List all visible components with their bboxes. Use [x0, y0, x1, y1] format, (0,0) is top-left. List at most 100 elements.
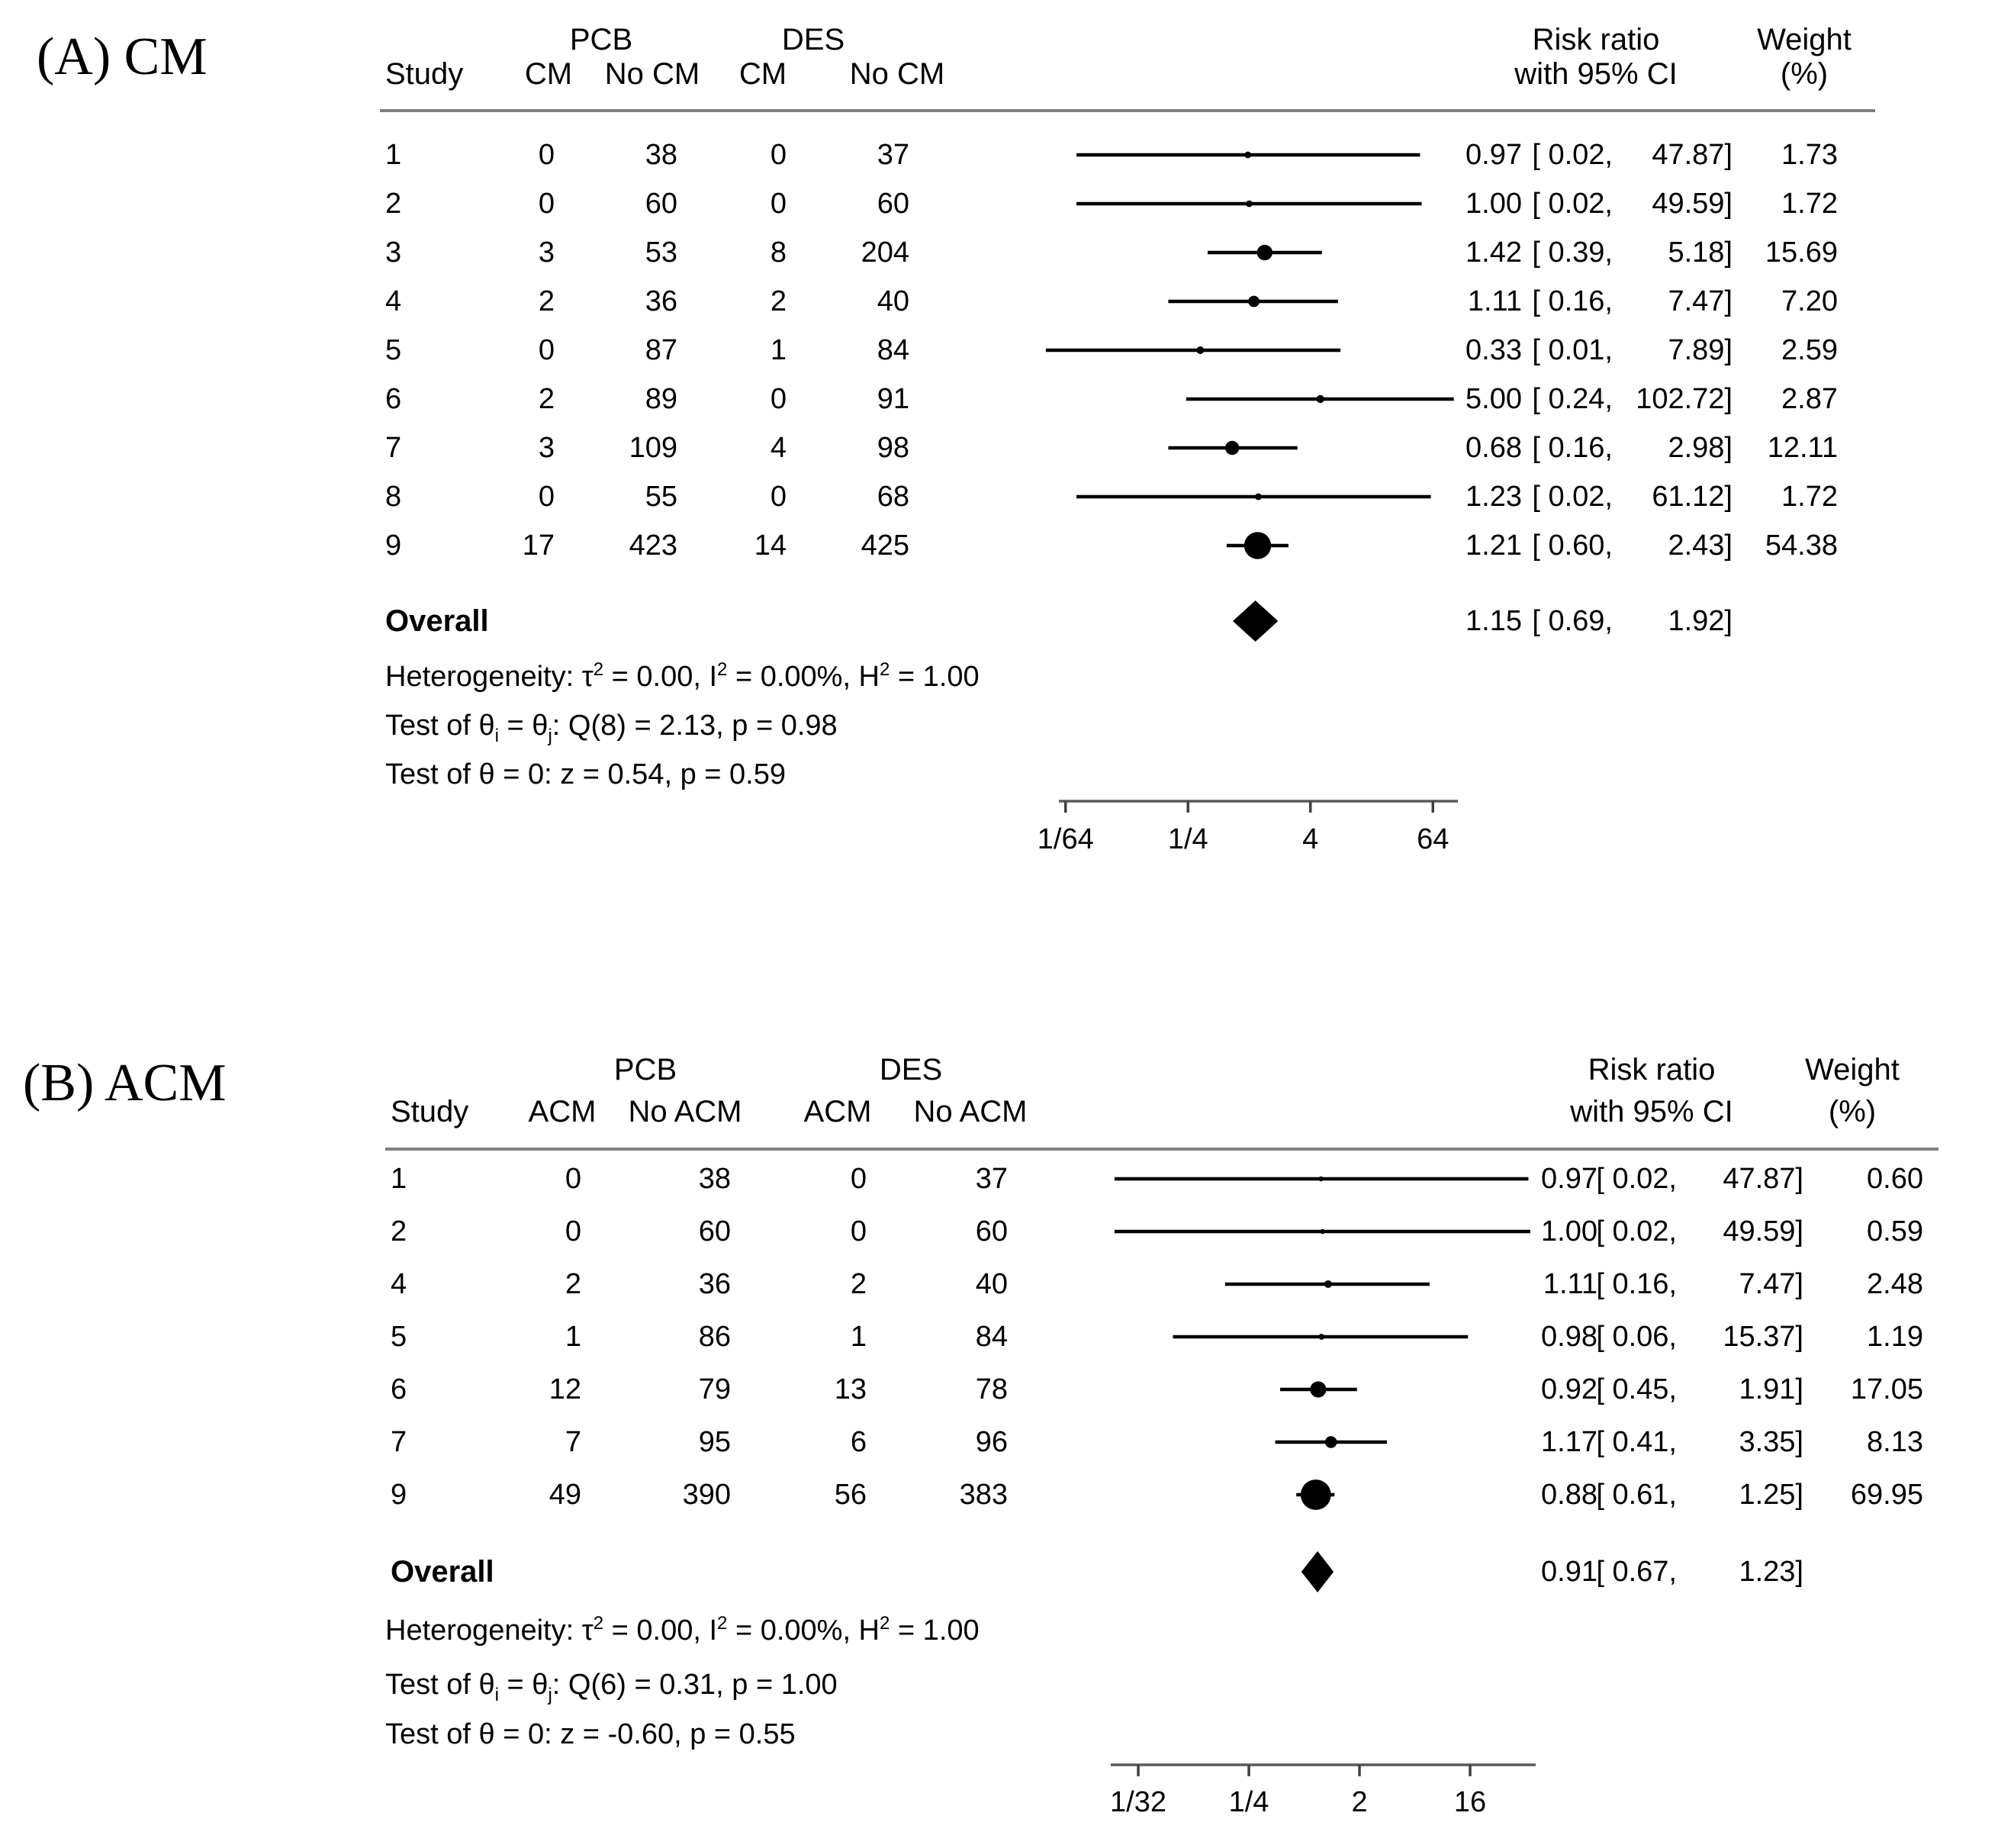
axis-tick-label: 1/4	[1228, 1786, 1269, 1818]
effect-dot	[1255, 493, 1262, 501]
rr-ci-high: 7.47]	[1739, 1268, 1803, 1300]
count-cell: 109	[629, 432, 677, 464]
study-id: 3	[385, 237, 402, 269]
count-cell: 98	[877, 432, 909, 464]
study-id: 4	[391, 1268, 407, 1300]
count-cell: 1	[770, 334, 787, 366]
rr-ci-high: 102.72]	[1636, 383, 1733, 415]
panel-a-header-rule	[380, 109, 1875, 112]
study-id: 6	[385, 383, 402, 415]
rr-ci-high: 2.43]	[1668, 530, 1733, 562]
count-cell: 68	[877, 481, 909, 513]
count-cell: 0	[850, 1215, 867, 1248]
count-cell: 56	[834, 1479, 867, 1511]
axis-tick-label: 1/32	[1110, 1786, 1167, 1818]
effect-dot	[1310, 1381, 1327, 1398]
count-cell: 55	[645, 481, 677, 513]
count-cell: 0	[565, 1163, 581, 1195]
study-id: 1	[391, 1163, 407, 1195]
note-text: Test of θ	[385, 1669, 495, 1701]
count-cell: 86	[698, 1321, 731, 1353]
note-line: Test of θi = θj: Q(8) = 2.13, p = 0.98	[385, 711, 838, 745]
count-cell: 0	[770, 188, 787, 220]
rr-ci-high: 3.35]	[1739, 1426, 1803, 1458]
study-id: 9	[391, 1479, 407, 1511]
effect-dot	[1316, 394, 1324, 404]
count-cell: 84	[877, 334, 909, 366]
rr-ci-low: [ 0.01,	[1532, 334, 1613, 366]
study-id: 9	[385, 530, 402, 562]
rr-ci-high: 47.87]	[1652, 139, 1733, 171]
axis-tick-label: 4	[1302, 823, 1319, 855]
panel-b-effect-header-1: Risk ratio	[1588, 1053, 1716, 1087]
count-cell: 13	[834, 1373, 867, 1405]
overall-diamond	[1233, 600, 1279, 642]
superscript: 2	[880, 1613, 890, 1634]
axis-tick-label: 1/4	[1167, 823, 1208, 855]
effect-dot	[1320, 1228, 1325, 1235]
rr-ci-low: [ 0.06,	[1596, 1321, 1677, 1353]
panel-b-weight-header-1: Weight	[1805, 1053, 1900, 1087]
rr-ci-low: [ 0.02,	[1596, 1215, 1677, 1248]
effect-dot	[1224, 440, 1240, 456]
axis-tick-label: 64	[1417, 823, 1449, 855]
count-cell: 78	[975, 1373, 1008, 1405]
superscript: 2	[717, 659, 728, 680]
note-line: Heterogeneity: τ2 = 0.00, I2 = 0.00%, H2…	[385, 659, 980, 692]
count-cell: 1	[565, 1321, 581, 1353]
count-cell: 36	[698, 1268, 731, 1300]
weight-cell: 1.19	[1867, 1321, 1923, 1353]
panel-a-overall-estimate: 1.15	[1466, 605, 1522, 637]
rr-ci-high: 49.59]	[1723, 1215, 1803, 1248]
superscript: 2	[593, 1613, 604, 1634]
count-cell: 0	[538, 188, 555, 220]
rr-estimate: 1.23	[1466, 481, 1522, 513]
panel-b-header-rule	[385, 1148, 1938, 1151]
panel-b-subcol-4: No ACM	[913, 1095, 1028, 1128]
count-cell: 6	[850, 1426, 867, 1458]
rr-ci-low: [ 0.02,	[1596, 1163, 1677, 1195]
count-cell: 12	[549, 1373, 581, 1405]
count-cell: 0	[770, 383, 787, 415]
rr-ci-low: [ 0.45,	[1596, 1373, 1677, 1405]
note-line: Test of θ = 0: z = 0.54, p = 0.59	[385, 760, 786, 789]
count-cell: 0	[770, 139, 787, 171]
effect-dot	[1318, 1176, 1324, 1182]
rr-ci-high: 47.87]	[1723, 1163, 1803, 1195]
count-cell: 38	[698, 1163, 731, 1195]
panel-b-subcol-1: ACM	[528, 1095, 597, 1128]
rr-estimate: 0.33	[1466, 334, 1522, 366]
count-cell: 2	[565, 1268, 581, 1300]
weight-cell: 17.05	[1850, 1373, 1923, 1405]
note-line: Heterogeneity: τ2 = 0.00, I2 = 0.00%, H2…	[385, 1613, 980, 1647]
panel-a-weight-header-2: (%)	[1780, 57, 1829, 91]
rr-ci-high: 49.59]	[1652, 188, 1733, 220]
note-text: = 0.00%, H	[727, 1615, 880, 1647]
note-text: = 1.00	[890, 1615, 980, 1647]
rr-estimate: 1.00	[1466, 188, 1522, 220]
rr-ci-low: [ 0.16,	[1532, 432, 1613, 464]
rr-ci-high: 61.12]	[1652, 481, 1733, 513]
count-cell: 0	[538, 481, 555, 513]
panel-b-col-study: Study	[391, 1095, 469, 1128]
effect-dot	[1300, 1479, 1331, 1510]
weight-cell: 1.72	[1781, 188, 1838, 220]
count-cell: 17	[522, 530, 555, 562]
rr-estimate: 0.97	[1541, 1163, 1597, 1195]
count-cell: 60	[877, 188, 909, 220]
count-cell: 423	[629, 530, 677, 562]
panel-b-group-des: DES	[879, 1053, 943, 1087]
panel-b-weight-header-2: (%)	[1828, 1095, 1877, 1128]
count-cell: 95	[698, 1426, 731, 1458]
count-cell: 3	[538, 237, 555, 269]
study-id: 7	[385, 432, 402, 464]
count-cell: 3	[538, 432, 555, 464]
rr-ci-low: [ 0.16,	[1532, 285, 1613, 317]
weight-cell: 15.69	[1765, 237, 1838, 269]
study-id: 6	[391, 1373, 407, 1405]
rr-ci-low: [ 0.61,	[1596, 1479, 1677, 1511]
count-cell: 383	[959, 1479, 1008, 1511]
weight-cell: 2.59	[1781, 334, 1838, 366]
